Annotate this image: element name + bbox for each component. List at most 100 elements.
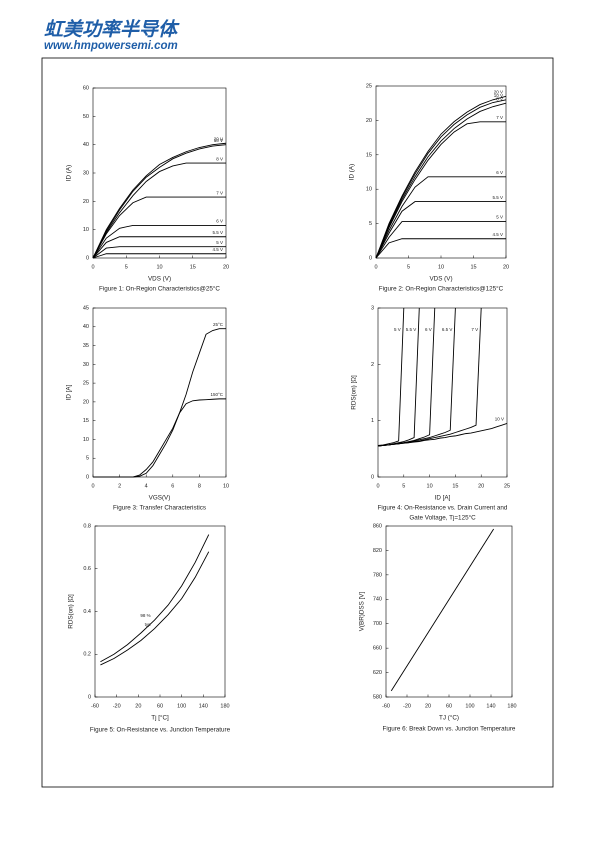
y-tick-label: 20 [366,118,372,124]
plot-frame [92,307,227,478]
x-tick-label: 60 [157,703,163,709]
y-tick-label: 2 [371,362,374,368]
curve-label: 5.5 V [492,195,503,200]
x-tick-label: 140 [486,703,495,709]
curve [375,99,507,259]
curve-label: 10 V [214,138,223,143]
curve [92,144,227,259]
curve-label: 6.5 V [442,327,453,332]
x-tick-label: 10 [223,483,229,489]
curve-label: 8 V [216,156,223,161]
x-tick-label: 60 [446,703,452,709]
curve [375,121,506,259]
y-tick-label: 0.6 [83,566,91,572]
x-tick-label: 0 [91,483,94,489]
y-tick-label: 15 [366,152,372,158]
x-tick-label: 180 [507,703,516,709]
x-tick-label: 140 [199,703,208,709]
y-tick-label: 60 [83,85,89,91]
curve-label: 98 % [140,613,150,618]
x-tick-label: 15 [190,264,196,270]
y-tick-label: 45 [83,305,89,311]
curve-label: 5.5 V [406,327,417,332]
curve-label: 5.5 V [212,230,223,235]
curve-label: 5 V [216,240,223,245]
curve-label: 25°C [213,322,224,327]
x-tick-label: 10 [438,264,444,270]
x-axis-label: TJ (°C) [439,714,459,722]
curve-label: 10 V [494,93,503,98]
y-tick-label: 700 [373,621,382,627]
plot-frame [92,87,227,259]
x-tick-label: 20 [223,264,229,270]
x-tick-label: -60 [382,703,390,709]
brand-title: 虹美功率半导体 [44,19,180,41]
y-tick-label: 10 [83,437,89,443]
x-tick-label: 8 [198,483,201,489]
curve-label: 5 V [496,215,503,220]
curve [377,423,508,447]
curve [375,201,506,259]
x-tick-label: 5 [125,264,128,270]
plot-frame [375,85,507,259]
plot-frame [94,525,226,698]
y-tick-label: 1 [371,418,374,424]
x-tick-label: 4 [145,483,148,489]
x-tick-label: 10 [427,483,433,489]
curve-label: 4.5 V [212,247,223,252]
curve-label: 7 V [471,327,478,332]
x-tick-label: -60 [91,703,99,709]
y-axis-label: V(BR)DSS [V] [359,591,366,631]
y-tick-label: 780 [373,572,382,578]
curve-label: 20 V [494,90,503,95]
x-tick-label: 5 [402,483,405,489]
x-tick-label: 15 [470,264,476,270]
y-tick-label: 3 [371,305,374,311]
y-tick-label: 580 [373,694,382,700]
caption: Figure 3: Transfer Characteristics [113,505,206,512]
x-tick-label: 100 [465,703,474,709]
y-tick-label: 0 [369,255,372,261]
curve [375,238,506,259]
y-axis-label: RDS(on) [Ω] [351,375,358,410]
x-axis-label: VDS (V) [148,276,171,283]
plot-frame [377,307,508,478]
y-tick-label: 40 [83,142,89,148]
y-axis-label: ID (A) [349,164,356,180]
plot-frame [385,525,513,698]
x-tick-label: 0 [374,264,377,270]
caption: Figure 2: On-Region Characteristics@125°… [379,285,504,293]
x-tick-label: -20 [113,703,121,709]
curve-label: 6 V [216,219,223,224]
y-axis-label: RDS(on) [Ω] [68,594,75,629]
x-axis-label: VGS(V) [149,495,171,502]
y-tick-label: 15 [83,418,89,424]
curve [390,528,495,692]
y-tick-label: 620 [373,670,382,676]
caption: Gate Voltage, Tj=125°C [409,514,476,522]
curve-label: 5 V [394,327,401,332]
y-tick-label: 0.8 [83,523,91,529]
y-tick-label: 50 [83,114,89,120]
curve-label: 20 V [214,136,223,141]
y-tick-label: 660 [373,646,382,652]
x-tick-label: 2 [118,483,121,489]
curve [92,253,226,259]
y-tick-label: 20 [83,199,89,205]
x-tick-label: 10 [156,264,162,270]
curve-label: 150°C [210,392,223,397]
y-tick-label: 25 [83,381,89,387]
y-tick-label: 740 [373,597,382,603]
curve [92,246,226,259]
y-tick-label: 10 [83,227,89,233]
curve [375,176,506,259]
y-tick-label: 0 [88,694,91,700]
curve [93,328,226,478]
curve [92,236,226,259]
curve [92,196,226,259]
x-axis-label: VDS (V) [429,276,452,283]
curve [100,551,210,666]
x-tick-label: 25 [504,483,510,489]
curve [100,534,210,663]
y-tick-label: 860 [373,523,382,529]
